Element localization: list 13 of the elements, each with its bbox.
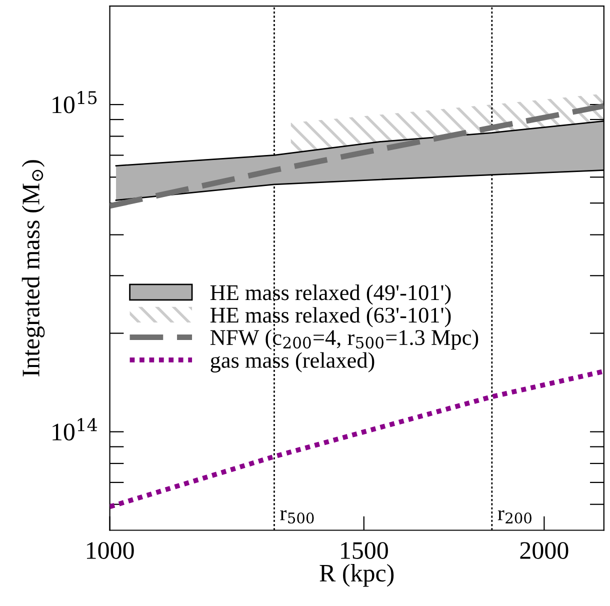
y-tick-label: 10$^{15}$ [52,90,97,114]
y-tick-label: 10$^{14}$ [52,418,98,440]
x-tick-label: 1000 [87,542,134,559]
ref-line-label: r$_{200}$ [498,510,532,524]
x-tick-label: 1500 [341,542,388,559]
x-tick-label: 2000 [520,542,568,559]
legend-label: HE mass relaxed (49'-101') [210,284,451,305]
legend-label: HE mass relaxed (63'-101') [210,307,451,328]
x-axis-title: R (kpc) [320,564,394,587]
legend-label: gas mass (relaxed) [210,352,374,372]
ref-line-label: r$_{500}$ [280,510,314,524]
y-axis-title: Integrated mass (M$_{⊙}$) [22,160,45,376]
legend-label: NFW (c$_{200}$=4, r$_{500}$=1.3 Mpc) [210,329,478,350]
